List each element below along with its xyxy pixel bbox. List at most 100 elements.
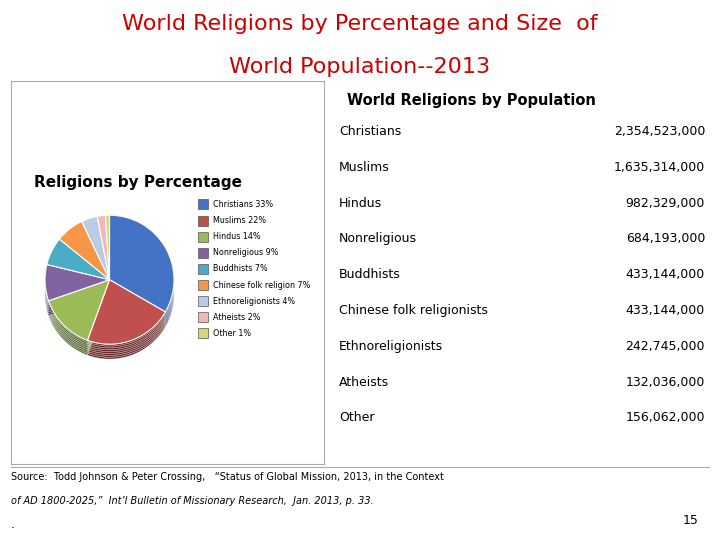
Wedge shape	[45, 272, 109, 308]
Wedge shape	[97, 215, 109, 280]
Wedge shape	[45, 268, 109, 305]
Wedge shape	[48, 281, 109, 342]
Text: Chinese folk religionists: Chinese folk religionists	[339, 304, 488, 317]
Wedge shape	[87, 280, 166, 344]
Wedge shape	[105, 228, 109, 293]
Bar	[198, 232, 208, 242]
Wedge shape	[82, 218, 109, 281]
Text: Atheists 2%: Atheists 2%	[213, 313, 261, 322]
Wedge shape	[47, 250, 109, 291]
Text: 1,635,314,000: 1,635,314,000	[614, 161, 705, 174]
Wedge shape	[60, 229, 109, 287]
Wedge shape	[82, 231, 109, 295]
Text: World Religions by Percentage and Size  of: World Religions by Percentage and Size o…	[122, 14, 598, 33]
Wedge shape	[87, 295, 166, 359]
Text: Buddhists 7%: Buddhists 7%	[213, 265, 268, 273]
Wedge shape	[48, 289, 109, 349]
Wedge shape	[48, 280, 109, 340]
Wedge shape	[105, 225, 109, 289]
Wedge shape	[48, 284, 109, 344]
Bar	[198, 296, 208, 306]
Wedge shape	[60, 224, 109, 281]
Wedge shape	[82, 217, 109, 280]
Text: Other: Other	[339, 411, 374, 424]
Wedge shape	[87, 291, 166, 355]
Wedge shape	[60, 237, 109, 295]
Bar	[198, 312, 208, 322]
Wedge shape	[105, 230, 109, 295]
Text: Hindus 14%: Hindus 14%	[213, 232, 261, 241]
Wedge shape	[47, 254, 109, 295]
Wedge shape	[48, 295, 109, 355]
Text: Muslims: Muslims	[339, 161, 390, 174]
Text: 156,062,000: 156,062,000	[626, 411, 705, 424]
Wedge shape	[87, 285, 166, 350]
Wedge shape	[60, 234, 109, 293]
Wedge shape	[48, 287, 109, 348]
Wedge shape	[82, 220, 109, 284]
Text: Ethnoreligionists 4%: Ethnoreligionists 4%	[213, 296, 295, 306]
Text: 2,354,523,000: 2,354,523,000	[613, 125, 705, 138]
Wedge shape	[97, 219, 109, 284]
Text: Atheists: Atheists	[339, 376, 390, 389]
Wedge shape	[60, 225, 109, 284]
Wedge shape	[45, 266, 109, 302]
Text: 15: 15	[683, 514, 698, 526]
Wedge shape	[47, 243, 109, 284]
Wedge shape	[105, 226, 109, 291]
Text: Muslims 22%: Muslims 22%	[213, 216, 266, 225]
Text: Hindus: Hindus	[339, 197, 382, 210]
Wedge shape	[87, 281, 166, 346]
Bar	[198, 248, 208, 258]
Wedge shape	[47, 252, 109, 293]
Text: Ethnoreligionists: Ethnoreligionists	[339, 340, 444, 353]
Wedge shape	[45, 275, 109, 312]
Text: Source:  Todd Johnson & Peter Crossing,   “Status of Global Mission, 2013, in th: Source: Todd Johnson & Peter Crossing, “…	[11, 472, 444, 483]
Wedge shape	[109, 225, 174, 321]
Wedge shape	[45, 265, 109, 301]
Wedge shape	[45, 265, 109, 301]
Wedge shape	[97, 226, 109, 291]
Wedge shape	[97, 228, 109, 293]
Wedge shape	[109, 217, 174, 314]
Wedge shape	[87, 289, 166, 354]
Wedge shape	[82, 222, 109, 285]
Text: Nonreligious: Nonreligious	[339, 232, 417, 246]
Text: 433,144,000: 433,144,000	[626, 304, 705, 317]
Wedge shape	[109, 222, 174, 319]
Wedge shape	[87, 284, 166, 348]
Wedge shape	[82, 226, 109, 289]
Wedge shape	[45, 279, 109, 316]
Wedge shape	[45, 270, 109, 306]
Wedge shape	[97, 223, 109, 287]
Text: Religions by Percentage: Religions by Percentage	[35, 174, 243, 190]
Wedge shape	[87, 293, 166, 357]
Wedge shape	[60, 231, 109, 289]
Wedge shape	[48, 280, 109, 340]
Text: Christians: Christians	[339, 125, 402, 138]
Wedge shape	[47, 246, 109, 287]
Wedge shape	[109, 228, 174, 325]
Bar	[198, 264, 208, 274]
Wedge shape	[82, 230, 109, 293]
Wedge shape	[48, 285, 109, 346]
Text: of AD 1800-2025,”  Int’l Bulletin of Missionary Research,  Jan. 2013, p. 33.: of AD 1800-2025,” Int’l Bulletin of Miss…	[11, 496, 374, 506]
Wedge shape	[60, 221, 109, 280]
Wedge shape	[60, 221, 109, 280]
Wedge shape	[45, 274, 109, 310]
Wedge shape	[109, 215, 174, 312]
Wedge shape	[87, 280, 166, 344]
Text: Other 1%: Other 1%	[213, 329, 251, 338]
Text: World Population--2013: World Population--2013	[230, 57, 490, 77]
Wedge shape	[109, 219, 174, 316]
Text: 684,193,000: 684,193,000	[626, 232, 705, 246]
Text: 433,144,000: 433,144,000	[626, 268, 705, 281]
Wedge shape	[48, 291, 109, 352]
Wedge shape	[97, 230, 109, 295]
Bar	[198, 199, 208, 210]
Wedge shape	[109, 221, 174, 318]
Wedge shape	[97, 217, 109, 281]
Wedge shape	[109, 215, 174, 312]
Wedge shape	[47, 248, 109, 289]
Wedge shape	[82, 217, 109, 280]
